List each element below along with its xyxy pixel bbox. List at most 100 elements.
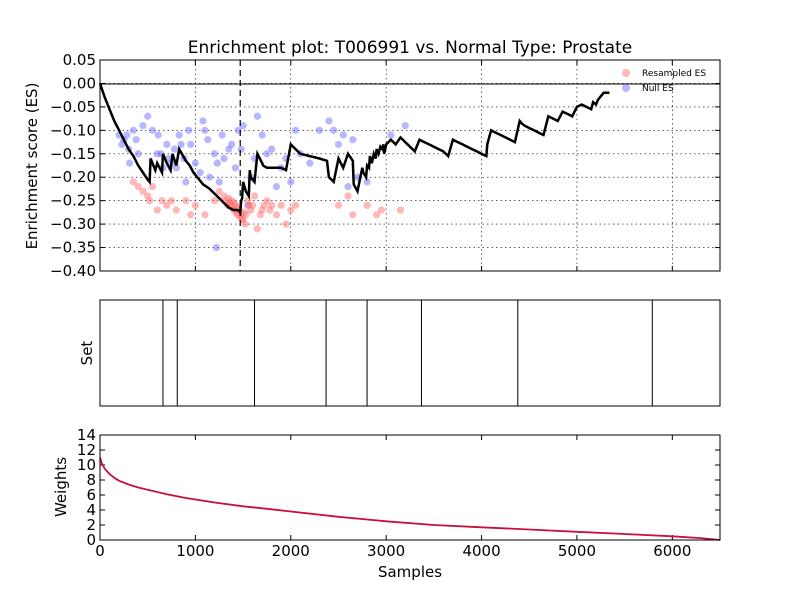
resampled-es-point bbox=[172, 206, 180, 214]
weights-ytick-label: 14 bbox=[77, 426, 96, 444]
resampled-es-point bbox=[268, 201, 276, 209]
es-panel: Enrichment plot: T006991 vs. Normal Type… bbox=[23, 38, 721, 280]
null-es-point bbox=[134, 150, 142, 158]
resampled-es-point bbox=[373, 211, 381, 219]
set-panel: Set bbox=[78, 299, 721, 407]
null-es-point bbox=[220, 154, 228, 163]
es-gridlines bbox=[100, 60, 720, 271]
weights-ytick-label: 2 bbox=[86, 516, 96, 534]
resampled-es-point bbox=[158, 197, 166, 205]
weights-ytick-label: 12 bbox=[77, 441, 96, 459]
null-es-point bbox=[182, 178, 190, 186]
weights-xtick-label: 1000 bbox=[176, 542, 214, 560]
weights-line bbox=[99, 457, 721, 541]
null-es-point bbox=[132, 136, 140, 144]
es-ytick-label: −0.25 bbox=[50, 192, 96, 210]
set-frame bbox=[99, 299, 721, 407]
es-ytick-label: −0.05 bbox=[50, 98, 96, 116]
null-es-point bbox=[187, 140, 195, 148]
null-es-point bbox=[387, 131, 395, 139]
resampled-es-point bbox=[182, 197, 190, 205]
set-ylabel: Set bbox=[78, 341, 96, 366]
weights-xtick-label: 6000 bbox=[653, 542, 691, 560]
null-es-point bbox=[199, 117, 207, 125]
resampled-es-point bbox=[277, 201, 285, 209]
null-es-point bbox=[196, 168, 204, 177]
es-ytick-label: 0.00 bbox=[63, 74, 96, 92]
null-es-point bbox=[330, 126, 338, 134]
es-tick-labels: 0.05 0.00 −0.05 −0.10 −0.15 −0.20 −0.25 −0.30 −0… bbox=[50, 51, 96, 280]
legend-label-resampled: Resampled ES bbox=[642, 69, 706, 79]
resampled-es-point bbox=[215, 187, 223, 195]
weights-ytick-label: 8 bbox=[86, 471, 96, 489]
es-ytick-label: −0.40 bbox=[50, 262, 96, 280]
resampled-es-point bbox=[349, 211, 357, 219]
weights-panel: Weights Samples 0 1000 2000 3000 4000 5000 600… bbox=[52, 426, 721, 581]
resampled-es-point bbox=[242, 211, 250, 219]
resampled-es-point bbox=[396, 206, 405, 214]
null-es-point bbox=[175, 131, 183, 139]
null-es-point bbox=[268, 145, 276, 153]
resampled-es-point bbox=[334, 201, 343, 209]
resampled-es-point bbox=[344, 192, 352, 200]
es-ytick-label: −0.30 bbox=[50, 215, 96, 233]
null-es-point bbox=[210, 150, 219, 158]
null-es-point bbox=[325, 117, 333, 125]
null-es-point bbox=[123, 131, 131, 139]
samples-xlabel: Samples bbox=[378, 563, 442, 581]
resampled-es-point bbox=[163, 201, 171, 209]
chart-title: Enrichment plot: T006991 vs. Normal Type… bbox=[188, 38, 632, 58]
null-es-point bbox=[258, 131, 266, 139]
null-es-point bbox=[401, 122, 409, 130]
resampled-es-point bbox=[139, 187, 147, 195]
resampled-es-point bbox=[191, 201, 199, 209]
null-es-point bbox=[349, 136, 357, 144]
weights-ylabel: Weights bbox=[52, 457, 70, 517]
set-hits bbox=[162, 300, 653, 406]
legend: Resampled ES Null ES bbox=[622, 69, 706, 94]
es-ytick-label: −0.10 bbox=[50, 121, 96, 139]
null-es-point bbox=[334, 140, 343, 148]
resampled-es-point bbox=[249, 201, 257, 209]
weights-xtick-label: 4000 bbox=[462, 542, 500, 560]
es-ytick-label: −0.15 bbox=[50, 145, 96, 163]
es-ytick-label: 0.05 bbox=[63, 51, 96, 69]
null-es-point bbox=[172, 164, 180, 172]
null-es-point bbox=[272, 183, 281, 191]
resampled-es-point bbox=[153, 206, 161, 214]
null-es-point bbox=[287, 178, 295, 186]
resampled-es-point bbox=[272, 211, 281, 219]
null-es-point bbox=[339, 131, 347, 139]
resampled-es-point bbox=[253, 225, 261, 233]
null-es-point bbox=[315, 126, 323, 134]
resampled-es-point bbox=[146, 197, 154, 205]
null-es-point bbox=[201, 126, 209, 134]
resampled-es-point bbox=[287, 206, 295, 214]
resampled-es-point bbox=[187, 211, 195, 219]
null-es-point bbox=[231, 164, 240, 172]
weights-ytick-label: 0 bbox=[86, 531, 96, 549]
resampled-es-point bbox=[363, 201, 371, 209]
weights-ytick-label: 10 bbox=[77, 456, 96, 474]
legend-marker-null bbox=[622, 84, 630, 92]
null-es-point bbox=[177, 140, 185, 148]
null-es-point bbox=[163, 140, 171, 148]
es-scatter bbox=[115, 112, 409, 252]
null-es-point bbox=[185, 126, 193, 134]
null-es-point bbox=[204, 136, 212, 144]
resampled-es-point bbox=[282, 220, 290, 228]
es-ytick-label: −0.35 bbox=[50, 239, 96, 257]
null-es-point bbox=[239, 122, 247, 130]
null-es-point bbox=[148, 126, 157, 134]
null-es-point bbox=[213, 159, 221, 167]
weights-ticks bbox=[99, 434, 720, 541]
resampled-es-point bbox=[377, 206, 385, 214]
weights-ytick-label: 6 bbox=[86, 486, 96, 504]
null-es-point bbox=[170, 145, 178, 153]
null-es-point bbox=[306, 159, 314, 167]
null-es-point bbox=[191, 159, 199, 167]
null-es-point bbox=[215, 178, 223, 186]
weights-ytick-label: 4 bbox=[86, 501, 96, 519]
